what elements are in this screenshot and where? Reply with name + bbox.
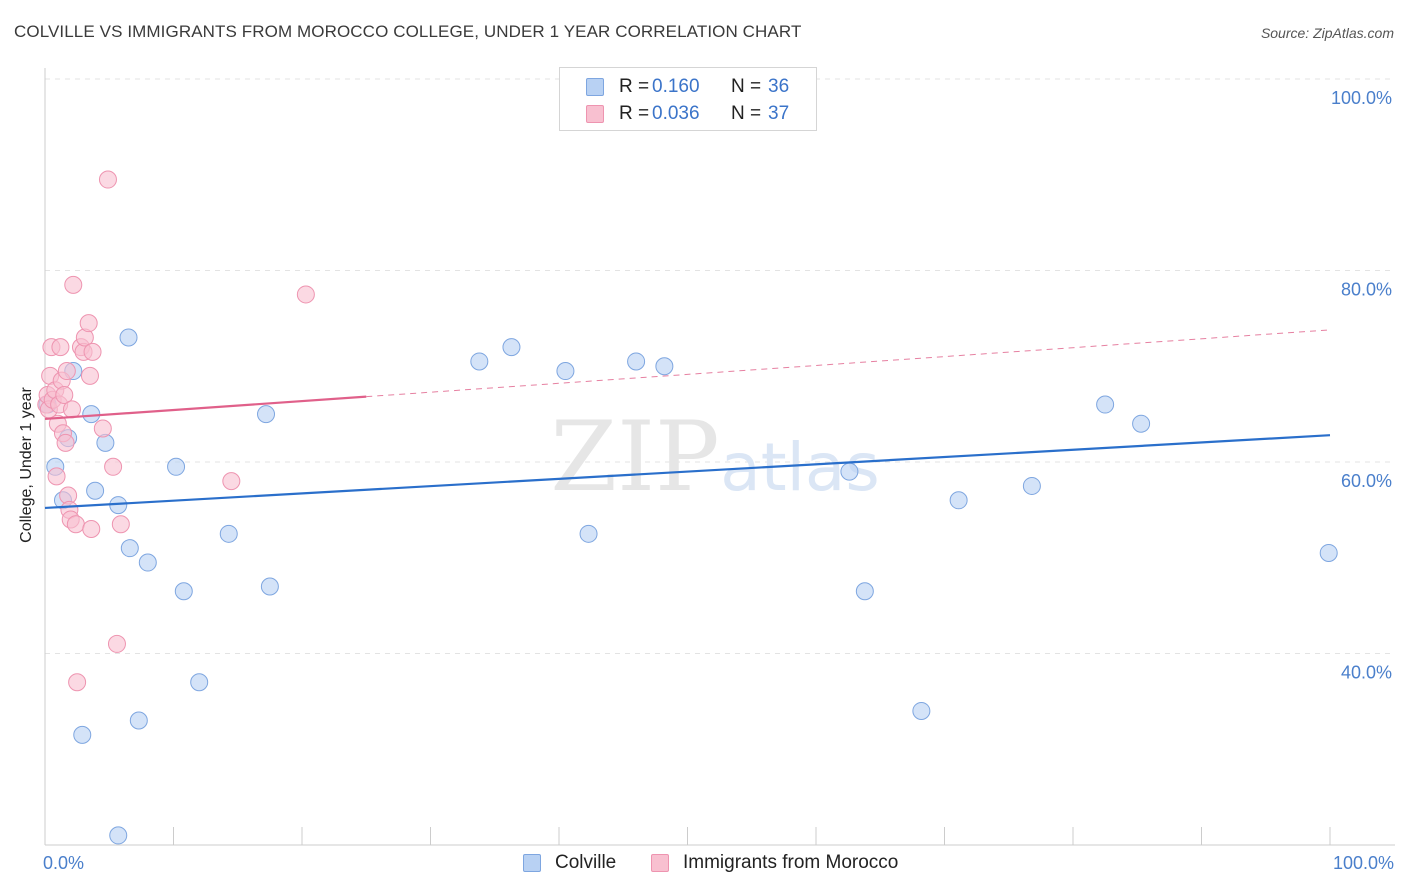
morocco-swatch xyxy=(586,105,604,123)
colville-point xyxy=(470,352,489,371)
colville-swatch xyxy=(586,78,604,96)
colville-point xyxy=(119,328,138,347)
colville-point xyxy=(73,725,92,744)
colville-point xyxy=(120,539,139,558)
stats-legend: R = 0.160 N = 36 R = 0.036 N = 37 xyxy=(559,67,817,131)
colville-trend-line xyxy=(44,434,1331,510)
r-value: 0.036 xyxy=(652,103,700,124)
morocco-point xyxy=(66,515,85,534)
x-tick-label: 100.0% xyxy=(1333,853,1394,873)
watermark: ZIP atlas xyxy=(550,401,879,513)
colville-point xyxy=(167,457,186,476)
gridlines xyxy=(45,78,1395,654)
r-value: 0.160 xyxy=(652,76,700,97)
r-label: R = xyxy=(619,76,650,97)
chart-title: COLVILLE VS IMMIGRANTS FROM MOROCCO COLL… xyxy=(14,22,802,41)
colville-point xyxy=(1132,414,1151,433)
morocco-point xyxy=(296,285,315,304)
morocco-point xyxy=(62,400,81,419)
colville-point xyxy=(627,352,646,371)
colville-point xyxy=(109,826,128,845)
colville-point xyxy=(949,491,968,510)
morocco-point xyxy=(111,515,130,534)
colville-point xyxy=(556,362,575,381)
morocco-point xyxy=(47,467,66,486)
colville-point xyxy=(912,701,931,720)
morocco-point xyxy=(57,362,76,381)
colville-point xyxy=(82,405,101,424)
morocco-trend-line xyxy=(44,395,367,421)
colville-point xyxy=(257,405,276,424)
morocco-legend-swatch xyxy=(651,854,669,872)
colville-point xyxy=(86,481,105,500)
morocco-trend-extension xyxy=(366,329,1331,398)
colville-legend-swatch xyxy=(523,854,541,872)
colville-point xyxy=(1096,395,1115,414)
n-value: 37 xyxy=(768,103,790,124)
morocco-point xyxy=(82,520,101,539)
colville-point xyxy=(260,577,279,596)
x-tick-label: 0.0% xyxy=(43,853,84,873)
tick-labels: 40.0% 60.0% 80.0% 100.0% 0.0% 100.0% xyxy=(43,88,1394,873)
colville-point xyxy=(1022,476,1041,495)
source-label: Source: ZipAtlas.com xyxy=(1260,25,1394,41)
morocco-point xyxy=(107,634,126,653)
axes xyxy=(44,68,1395,846)
y-tick-label: 100.0% xyxy=(1331,88,1392,108)
watermark-zip: ZIP xyxy=(550,401,719,513)
colville-point xyxy=(840,462,859,481)
colville-point xyxy=(579,524,598,543)
colville-legend-label: Colville xyxy=(555,852,617,873)
morocco-point xyxy=(93,419,112,438)
morocco-point xyxy=(55,385,74,404)
morocco-point xyxy=(98,170,117,189)
colville-point xyxy=(502,338,521,357)
morocco-point xyxy=(51,338,70,357)
morocco-point xyxy=(222,472,241,491)
data-points xyxy=(37,70,1338,845)
trend-lines xyxy=(44,329,1331,510)
morocco-point xyxy=(56,433,75,452)
morocco-point xyxy=(80,366,99,385)
n-value: 36 xyxy=(768,76,790,97)
morocco-point xyxy=(79,314,98,333)
colville-point xyxy=(174,582,193,601)
y-tick-label: 80.0% xyxy=(1341,280,1392,300)
morocco-point xyxy=(64,275,83,294)
morocco-legend-label: Immigrants from Morocco xyxy=(683,852,899,873)
morocco-point xyxy=(68,673,87,692)
colville-point xyxy=(655,357,674,376)
n-label: N = xyxy=(731,103,762,124)
n-label: N = xyxy=(731,76,762,97)
colville-point xyxy=(855,582,874,601)
morocco-point xyxy=(104,457,123,476)
colville-point xyxy=(129,711,148,730)
r-label: R = xyxy=(619,103,650,124)
colville-point xyxy=(190,673,209,692)
morocco-point xyxy=(83,342,102,361)
y-tick-label: 40.0% xyxy=(1341,663,1392,683)
colville-point xyxy=(138,553,157,572)
y-tick-label: 60.0% xyxy=(1341,471,1392,491)
colville-point xyxy=(1319,543,1338,562)
colville-point xyxy=(219,524,238,543)
